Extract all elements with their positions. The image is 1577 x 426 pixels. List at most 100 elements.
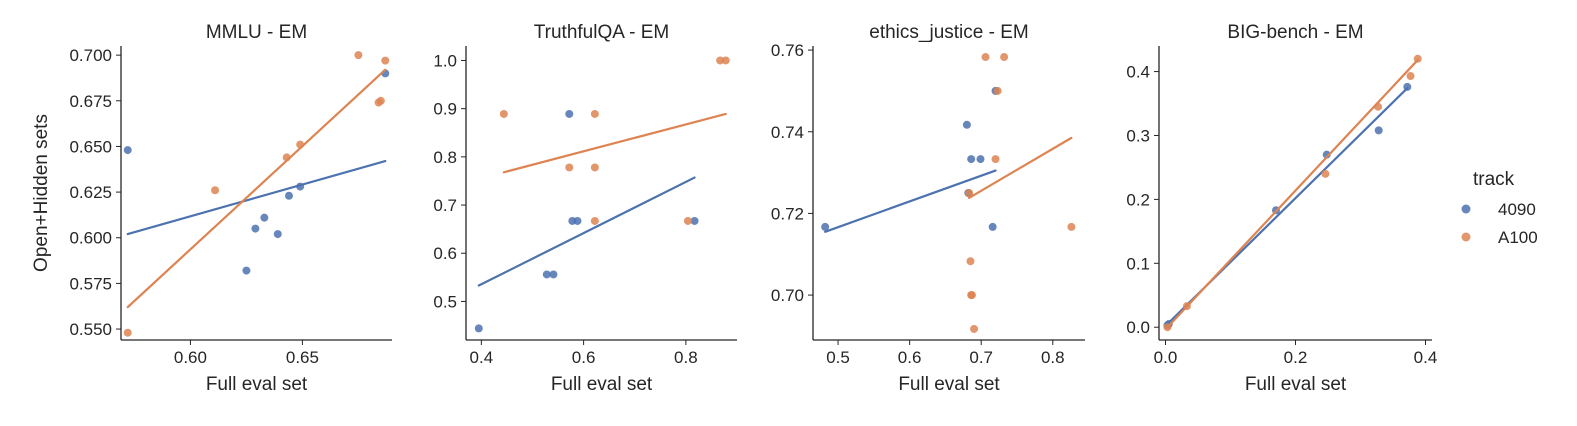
legend-marker-4090	[1461, 204, 1471, 214]
x-tick-label: 0.6	[898, 348, 922, 367]
data-point-4090	[296, 182, 305, 191]
data-point-A100	[967, 291, 976, 300]
legend-label-4090: 4090	[1498, 200, 1536, 219]
fit-line-A100	[502, 112, 727, 174]
x-tick-label: 0.6	[572, 348, 596, 367]
data-point-4090	[821, 222, 830, 231]
data-point-4090	[273, 230, 282, 239]
y-tick-label: 0.650	[69, 137, 112, 156]
legend-marker-A100	[1461, 232, 1471, 242]
data-point-A100	[381, 56, 390, 65]
panel-4: BIG-bench - EM 0.0 0.2 0.4 0.0 0.1 0.2 0.3 0.4 Fu…	[1126, 22, 1437, 395]
legend-label-A100: A100	[1498, 228, 1538, 247]
data-point-A100	[211, 186, 220, 195]
data-point-A100	[123, 328, 132, 337]
data-point-A100	[590, 163, 599, 172]
data-point-A100	[376, 96, 385, 105]
x-tick-label: 0.4	[470, 348, 494, 367]
y-tick-label: 0.5	[433, 292, 457, 311]
data-point-4090	[251, 224, 260, 233]
panel-title: MMLU - EM	[206, 22, 307, 43]
data-point-A100	[590, 109, 599, 118]
data-point-4090	[542, 270, 551, 279]
data-point-A100	[991, 155, 1000, 164]
x-tick-label: 0.60	[174, 348, 207, 367]
fit-line-4090	[126, 159, 387, 236]
y-tick-label: 0.0	[1126, 318, 1150, 337]
legend: track 4090 A100	[1461, 169, 1538, 247]
x-tick-label: 0.8	[674, 348, 698, 367]
y-tick-label: 0.70	[771, 286, 804, 305]
x-tick-label: 0.2	[1284, 348, 1308, 367]
panel-title: BIG-bench - EM	[1227, 22, 1363, 43]
y-tick-label: 0.74	[771, 123, 804, 142]
data-point-A100	[1000, 53, 1009, 62]
data-point-A100	[1163, 323, 1172, 332]
data-point-A100	[683, 216, 692, 225]
data-point-4090	[260, 213, 269, 222]
x-axis-label: Full eval set	[551, 374, 653, 395]
data-point-A100	[1406, 72, 1415, 81]
fit-line-A100	[967, 136, 1073, 199]
data-point-A100	[296, 140, 305, 149]
data-point-4090	[549, 270, 558, 279]
data-point-4090	[123, 146, 132, 155]
data-point-A100	[1182, 302, 1191, 311]
x-tick-label: 0.65	[286, 348, 319, 367]
data-point-A100	[590, 216, 599, 225]
y-axis-label: Open+Hidden sets	[31, 114, 52, 272]
data-point-4090	[1403, 82, 1412, 91]
y-tick-label: 0.625	[69, 183, 112, 202]
y-tick-label: 0.700	[69, 46, 112, 65]
data-point-A100	[970, 324, 979, 333]
y-tick-label: 0.600	[69, 229, 112, 248]
fit-line-A100	[126, 68, 387, 309]
y-tick-label: 0.2	[1126, 190, 1150, 209]
x-tick-label: 0.7	[969, 348, 993, 367]
data-point-4090	[284, 191, 293, 200]
panel-3: ethics_justice - EM 0.5 0.6 0.7 0.8 0.70 0.72 0…	[771, 22, 1085, 395]
x-axis-label: Full eval set	[1245, 374, 1347, 395]
data-point-A100	[1321, 169, 1330, 178]
data-point-4090	[1374, 126, 1383, 135]
data-point-A100	[565, 163, 574, 172]
y-tick-label: 0.72	[771, 204, 804, 223]
data-point-4090	[242, 266, 251, 275]
y-tick-label: 0.3	[1126, 126, 1150, 145]
data-point-A100	[981, 53, 990, 62]
fit-line-4090	[477, 176, 696, 287]
data-point-4090	[976, 155, 985, 164]
x-axis-label: Full eval set	[206, 374, 308, 395]
panel-2: TruthfulQA - EM 0.4 0.6 0.8 0.5 0.6 0.7 0.8 0.9 1…	[433, 22, 737, 395]
data-point-4090	[962, 120, 971, 129]
y-tick-label: 0.575	[69, 274, 112, 293]
panel-title: ethics_justice - EM	[869, 22, 1028, 43]
y-tick-label: 0.7	[433, 196, 457, 215]
data-point-A100	[1374, 102, 1383, 111]
data-point-4090	[690, 216, 699, 225]
y-tick-label: 0.8	[433, 148, 457, 167]
panel-title: TruthfulQA - EM	[534, 22, 670, 43]
y-tick-label: 0.4	[1126, 63, 1150, 82]
x-tick-label: 0.5	[826, 348, 850, 367]
data-point-A100	[282, 153, 291, 162]
y-tick-label: 0.550	[69, 320, 112, 339]
data-point-A100	[354, 51, 363, 60]
y-tick-label: 0.1	[1126, 254, 1150, 273]
data-point-4090	[565, 109, 574, 118]
y-tick-label: 0.6	[433, 244, 457, 263]
x-axis-label: Full eval set	[898, 374, 1000, 395]
data-point-A100	[993, 86, 1002, 95]
data-point-4090	[474, 324, 483, 333]
data-point-A100	[721, 56, 730, 65]
panel-1: MMLU - EM 0.60 0.65 0.550 0.575 0.600 0.625 0.6…	[69, 22, 392, 395]
x-tick-label: 0.0	[1154, 348, 1178, 367]
data-point-A100	[716, 56, 725, 65]
data-point-A100	[1067, 222, 1076, 231]
data-point-4090	[967, 155, 976, 164]
y-tick-label: 0.76	[771, 41, 804, 60]
y-tick-label: 0.675	[69, 92, 112, 111]
data-point-A100	[1413, 54, 1422, 63]
